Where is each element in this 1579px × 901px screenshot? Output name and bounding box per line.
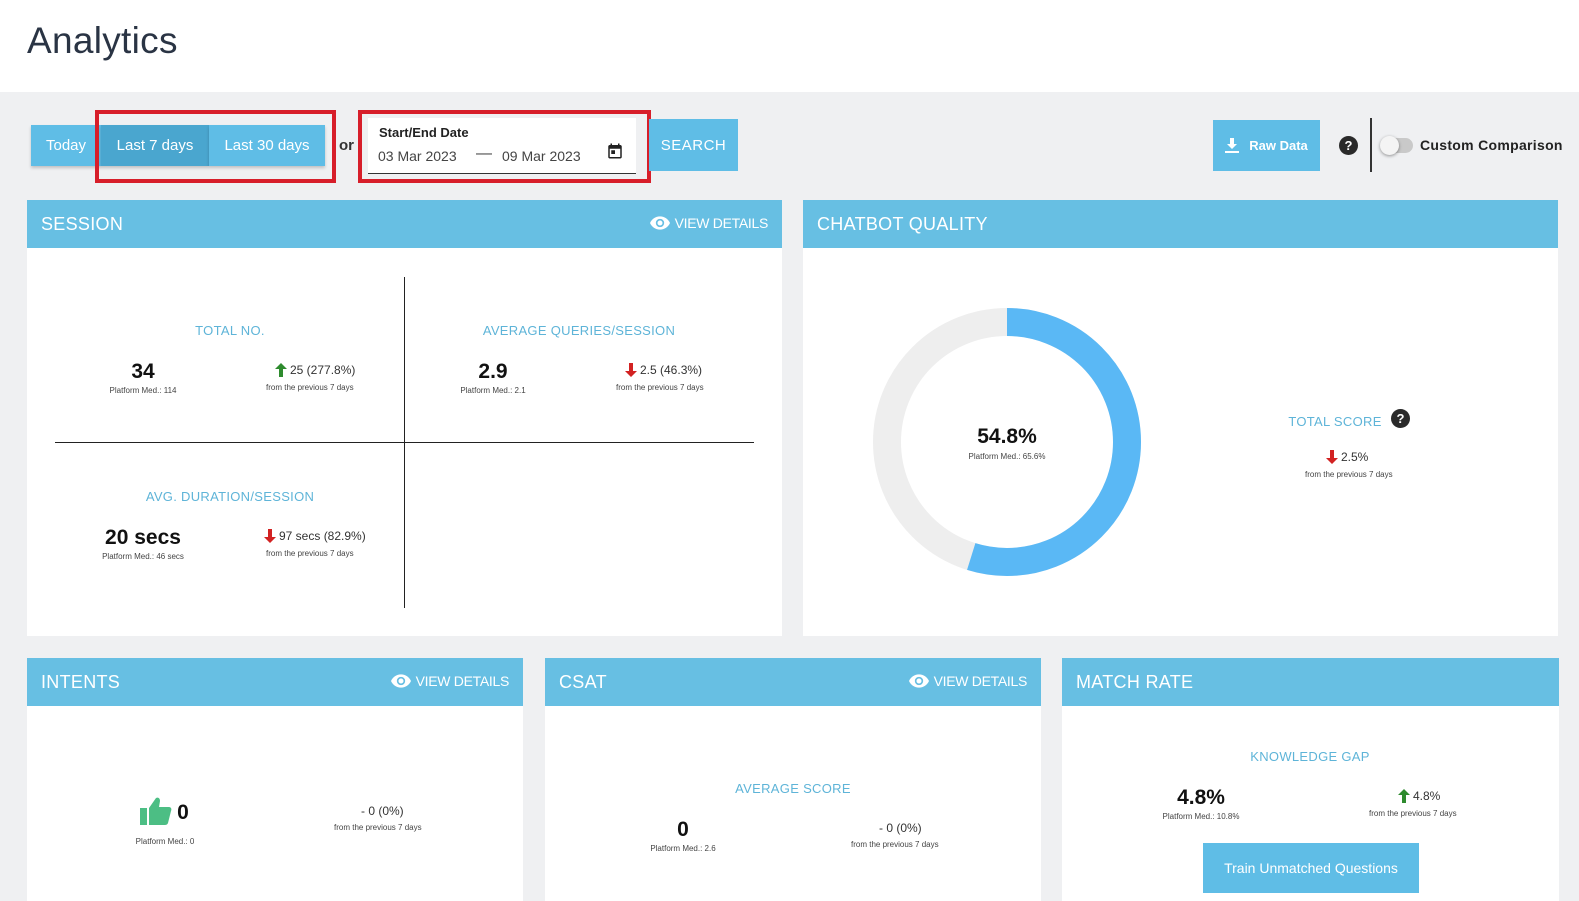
arrow-up-icon [1398,789,1410,803]
csat-header: CSAT VIEW DETAILS [545,658,1041,706]
intents-header: INTENTS VIEW DETAILS [27,658,523,706]
raw-data-button[interactable]: Raw Data [1213,120,1320,171]
knowledge-gap-delta: 4.8% [1398,789,1440,803]
knowledge-gap-delta-text: 4.8% [1413,789,1441,803]
last-30-days-button[interactable]: Last 30 days [209,125,325,166]
page-title: Analytics [27,20,178,61]
match-rate-card: MATCH RATE KNOWLEDGE GAP 4.8% Platform M… [1062,658,1559,901]
session-view-details-button[interactable]: VIEW DETAILS [649,215,769,231]
session-title: SESSION [41,214,124,234]
intents-title: INTENTS [41,672,121,692]
knowledge-gap-value: 4.8% [1177,786,1225,809]
calendar-icon[interactable] [606,142,624,160]
total-label: TOTAL NO. [195,323,265,338]
today-button[interactable]: Today [31,125,101,166]
total-value: 34 [131,360,155,383]
csat-delta: - 0 (0%) [879,821,922,835]
csat-value: 0 [677,818,689,841]
quality-delta-text: 2.5% [1341,450,1369,464]
chatbot-quality-title: CHATBOT QUALITY [817,214,988,234]
or-label: or [339,137,354,154]
page-header: Analytics [0,0,1579,92]
csat-title: CSAT [559,672,607,692]
avg-duration-delta: 97 secs (82.9%) [264,529,366,543]
search-button[interactable]: SEARCH [649,119,738,171]
csat-average-label: AVERAGE SCORE [735,781,851,796]
knowledge-gap-label: KNOWLEDGE GAP [1250,749,1370,764]
eye-icon [390,674,411,688]
toolbar-divider [1370,118,1372,172]
intents-value: 0 [177,801,189,824]
intents-median: Platform Med.: 0 [135,837,195,846]
chatbot-quality-card: CHATBOT QUALITY 54.8% Platform Med.: 65.… [803,200,1558,636]
download-icon [1225,137,1240,153]
start-date-input[interactable]: 03 Mar 2023 [378,148,457,164]
chatbot-quality-header: CHATBOT QUALITY [803,200,1558,248]
quality-from: from the previous 7 days [1305,470,1393,479]
arrow-down-icon [264,529,276,543]
help-icon[interactable]: ? [1339,136,1358,155]
thumbs-up-icon [140,797,172,825]
avg-queries-from: from the previous 7 days [616,383,704,392]
match-rate-header: MATCH RATE [1062,658,1559,706]
eye-icon [649,216,670,230]
quadrant-divider-horizontal [55,442,754,443]
train-unmatched-questions-button[interactable]: Train Unmatched Questions [1203,843,1419,893]
view-details-label: VIEW DETAILS [415,673,510,689]
date-field-label: Start/End Date [379,125,469,140]
highlight-box-date [358,110,651,183]
date-range-field[interactable]: Start/End Date 03 Mar 2023 — 09 Mar 2023 [368,118,636,174]
total-score-label: TOTAL SCORE [1288,414,1382,429]
intents-view-details-button[interactable]: VIEW DETAILS [390,673,510,689]
avg-duration-median: Platform Med.: 46 secs [102,552,184,561]
intents-card: INTENTS VIEW DETAILS 0 Platform Med.: 0 … [27,658,523,901]
avg-queries-label: AVERAGE QUERIES/SESSION [482,323,676,338]
csat-card: CSAT VIEW DETAILS AVERAGE SCORE 0 Platfo… [545,658,1041,901]
intents-from: from the previous 7 days [334,823,422,832]
date-separator: — [476,145,492,162]
total-delta-text: 25 (277.8%) [290,363,356,377]
avg-duration-value: 20 secs [105,526,181,549]
toggle-knob [1380,136,1399,155]
arrow-down-icon [625,363,637,377]
quality-score-value: 54.8% [977,425,1037,448]
avg-duration-delta-text: 97 secs (82.9%) [279,529,366,543]
csat-median: Platform Med.: 2.6 [650,844,716,853]
custom-comparison-label: Custom Comparison [1420,137,1563,153]
arrow-up-icon [275,363,287,377]
session-card: SESSION VIEW DETAILS TOTAL NO. 34 Platfo… [27,200,782,636]
csat-from: from the previous 7 days [851,840,939,849]
csat-view-details-button[interactable]: VIEW DETAILS [908,673,1028,689]
custom-comparison-toggle[interactable] [1380,136,1413,155]
total-score-help-icon[interactable]: ? [1391,409,1410,428]
arrow-down-icon [1326,450,1338,464]
last-7-days-button[interactable]: Last 7 days [101,125,209,166]
knowledge-gap-median: Platform Med.: 10.8% [1162,812,1240,821]
highlight-box-range [95,110,336,183]
avg-queries-median: Platform Med.: 2.1 [460,386,526,395]
avg-queries-delta-text: 2.5 (46.3%) [640,363,703,377]
view-details-label: VIEW DETAILS [933,673,1028,689]
session-card-header: SESSION VIEW DETAILS [27,200,782,248]
raw-data-label: Raw Data [1249,138,1308,153]
donut-score-arc [873,308,1141,576]
knowledge-gap-from: from the previous 7 days [1369,809,1457,818]
quality-delta: 2.5% [1326,450,1368,464]
avg-duration-label: AVG. DURATION/SESSION [145,489,315,504]
eye-icon [908,674,929,688]
intents-delta: - 0 (0%) [361,804,404,818]
end-date-input[interactable]: 09 Mar 2023 [502,148,581,164]
avg-duration-from: from the previous 7 days [266,549,354,558]
view-details-label: VIEW DETAILS [674,215,769,231]
quality-median: Platform Med.: 65.6% [968,452,1046,461]
total-median: Platform Med.: 114 [109,386,177,395]
quality-donut-chart [873,308,1141,576]
match-rate-title: MATCH RATE [1076,672,1194,692]
total-delta: 25 (277.8%) [275,363,355,377]
total-from: from the previous 7 days [266,383,354,392]
avg-queries-value: 2.9 [478,360,508,383]
avg-queries-delta: 2.5 (46.3%) [625,363,702,377]
